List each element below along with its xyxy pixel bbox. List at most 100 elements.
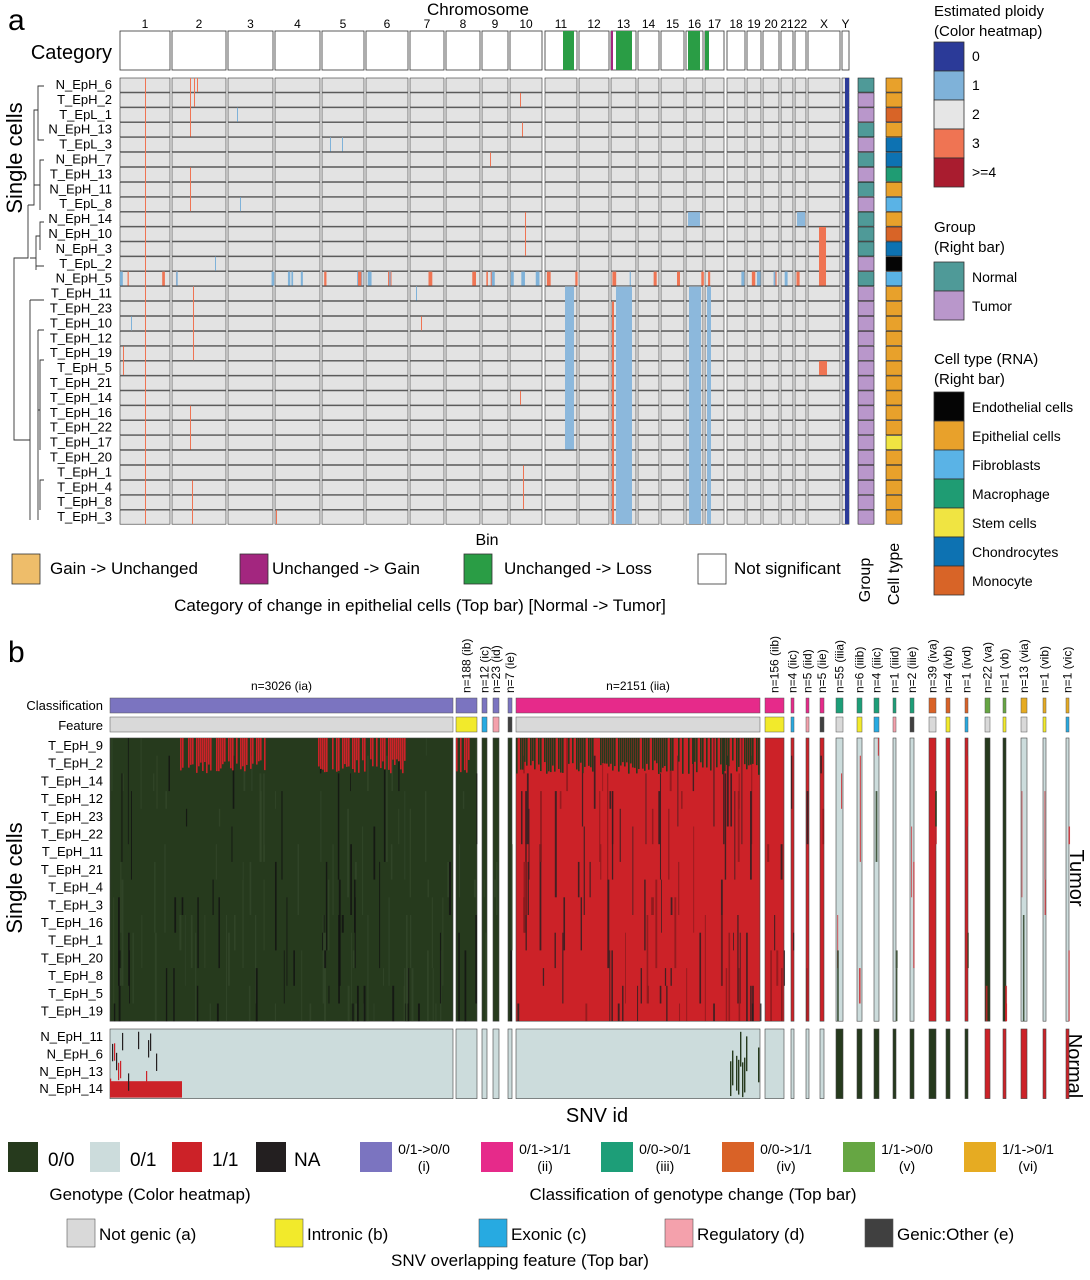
heatmap-cell <box>365 465 409 480</box>
genotype-texture <box>322 738 324 770</box>
ploidy-mark <box>121 271 123 286</box>
heatmap-cell <box>445 167 481 182</box>
genotype-texture <box>426 950 429 1022</box>
feature-bar-segment <box>455 716 478 733</box>
heatmap-cell <box>685 122 704 138</box>
heatmap-cell <box>637 375 660 391</box>
group-bar-cell <box>857 152 875 167</box>
group-bar-cell <box>857 301 875 316</box>
genotype-texture <box>578 738 580 772</box>
heatmap-cell <box>409 390 445 406</box>
heatmap-cell <box>578 271 610 287</box>
feature-bar-segment <box>1020 716 1028 733</box>
heatmap-cell <box>365 420 409 436</box>
heatmap-cell <box>409 286 445 302</box>
ploidy-mark <box>162 271 165 286</box>
heatmap-cell <box>726 211 746 227</box>
heatmap-cell <box>637 182 660 197</box>
heatmap-cell <box>481 390 509 406</box>
heatmap-cell <box>481 360 509 376</box>
feature-legend-swatch <box>864 1218 894 1248</box>
celltype-legend-swatch <box>933 507 965 538</box>
category-box-chr-9 <box>481 30 509 71</box>
genotype-texture <box>610 738 612 764</box>
genotype-texture <box>244 738 246 772</box>
genotype-texture <box>724 773 727 880</box>
genotype-texture <box>255 968 258 1022</box>
heatmap-cell <box>660 226 685 242</box>
genotype-texture <box>396 738 398 760</box>
genotype-texture <box>875 791 878 862</box>
celltype-legend-title: (Right bar) <box>934 371 1005 388</box>
genotype-texture <box>706 738 708 768</box>
group-bar-cell <box>857 226 875 242</box>
heatmap-cell <box>704 211 725 227</box>
tumor-heatmap-block <box>805 737 810 1022</box>
genotype-texture <box>730 1061 732 1097</box>
genotype-texture <box>726 738 728 765</box>
heatmap-cell <box>578 360 610 376</box>
dendrogram <box>13 85 44 520</box>
heatmap-cell <box>481 92 509 108</box>
heatmap-cell <box>578 167 610 182</box>
tumor-cell-label: T_EpH_3 <box>48 897 103 912</box>
celltype-legend-label: Fibroblasts <box>972 457 1040 473</box>
heatmap-cell <box>509 271 543 287</box>
ploidy-mark <box>510 271 514 286</box>
heatmap-cell <box>365 360 409 376</box>
feature-bar-segment <box>909 716 915 733</box>
genotype-texture <box>732 1050 734 1086</box>
genotype-texture <box>523 755 525 774</box>
genotype-texture <box>473 879 476 898</box>
heatmap-cell <box>746 182 762 197</box>
heatmap-cell <box>610 241 637 257</box>
genotype-texture <box>116 1052 118 1071</box>
heatmap-cell <box>321 435 365 451</box>
heatmap-cell <box>746 107 762 123</box>
genotype-texture <box>666 985 668 1022</box>
ploidy-mark <box>190 167 191 212</box>
heatmap-cell <box>578 509 610 525</box>
heatmap-cell <box>637 152 660 167</box>
genotype-texture <box>263 844 265 862</box>
heatmap-cell <box>637 211 660 227</box>
ploidy-mark <box>324 271 327 286</box>
heatmap-cell <box>807 465 841 480</box>
genotype-texture <box>496 861 498 915</box>
block-label: n=1 (vib) <box>1038 646 1052 693</box>
genotype-texture <box>728 932 731 1022</box>
ploidy-mark <box>520 92 521 107</box>
heatmap-cell <box>794 465 807 480</box>
genotype-texture <box>770 950 772 1022</box>
genotype-texture <box>767 844 770 862</box>
classification-legend-label: (vi) <box>1018 1158 1037 1174</box>
cell-label: T_EpH_20 <box>50 450 112 465</box>
heatmap-cell <box>445 77 481 93</box>
heatmap-cell <box>637 420 660 436</box>
heatmap-cell <box>660 465 685 480</box>
genotype-texture <box>746 738 748 770</box>
heatmap-cell <box>509 494 543 510</box>
heatmap-cell <box>726 316 746 331</box>
ploidy-mark <box>774 271 777 286</box>
heatmap-cell <box>780 345 794 361</box>
heatmap-cell <box>660 152 685 167</box>
heatmap-cell <box>509 316 543 331</box>
heatmap-cell <box>780 77 794 93</box>
heatmap-cell <box>409 345 445 361</box>
genotype-texture <box>181 897 184 915</box>
genotype-texture <box>236 738 238 764</box>
feature-bar-segment <box>481 716 488 733</box>
genotype-texture <box>370 738 372 760</box>
category-box-chr-3 <box>227 30 274 71</box>
genotype-texture <box>220 738 222 769</box>
tumor-heatmap-block <box>964 737 969 1022</box>
heatmap-cell <box>780 316 794 331</box>
heatmap-cell <box>509 509 543 525</box>
genotype-texture <box>411 968 414 1022</box>
genotype-texture <box>362 826 364 915</box>
genotype-texture <box>382 738 384 762</box>
tumor-cell-label: T_EpH_12 <box>41 791 103 806</box>
genotype-texture <box>210 738 212 771</box>
normal-heatmap-block <box>805 1028 810 1099</box>
